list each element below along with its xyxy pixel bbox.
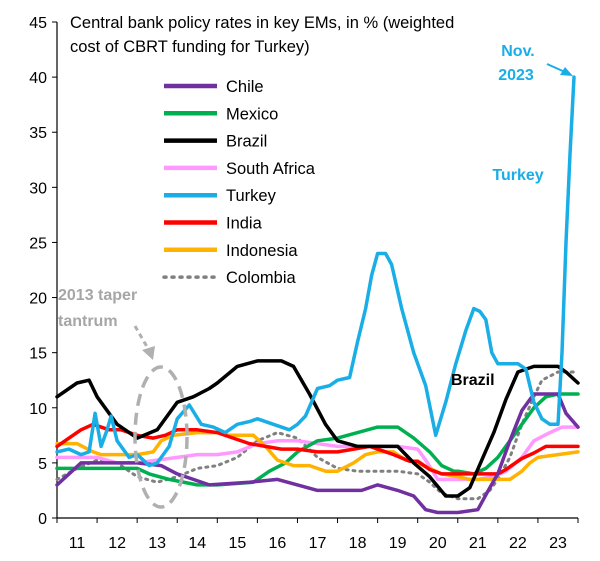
y-tick-label: 10 — [29, 401, 47, 418]
series-line-brazil — [55, 359, 580, 498]
chart-title-line-2: cost of CBRT funding for Turkey) — [70, 38, 310, 56]
taper-tantrum-ellipse — [133, 365, 189, 509]
legend-label-india: India — [226, 215, 263, 233]
taper-tantrum-arrowhead — [142, 346, 155, 360]
x-tick-label: 19 — [389, 535, 407, 552]
annotation-taper-line-2: tantrum — [58, 313, 118, 330]
x-tick-label: 22 — [509, 535, 527, 552]
y-tick-label: 30 — [29, 180, 47, 197]
x-axis-ticks: 11 12 13 14 15 16 17 18 19 20 21 22 23 — [56, 518, 579, 552]
annotation-brazil: Brazil — [451, 372, 495, 389]
x-tick-label: 13 — [148, 535, 166, 552]
legend-label-indonesia: Indonesia — [226, 242, 298, 260]
legend-label-brazil: Brazil — [226, 133, 267, 151]
x-tick-label: 21 — [469, 535, 487, 552]
legend-label-colombia: Colombia — [226, 269, 297, 287]
annotation-nov: Nov. — [501, 43, 534, 60]
annotation-turkey: Turkey — [492, 167, 543, 184]
nov-2023-arrowhead — [560, 67, 573, 76]
x-tick-label: 17 — [309, 535, 327, 552]
x-tick-label: 18 — [349, 535, 367, 552]
x-tick-label: 15 — [228, 535, 246, 552]
y-tick-label: 45 — [29, 15, 47, 32]
y-tick-label: 40 — [29, 70, 47, 87]
annotation-taper-line-1: 2013 taper — [58, 287, 137, 304]
series-line-indonesia — [55, 430, 580, 482]
chart-title-line-1: Central bank policy rates in key EMs, in… — [70, 14, 454, 32]
legend-label-chile: Chile — [226, 78, 264, 96]
y-tick-label: 5 — [38, 456, 47, 473]
annotations: Nov. 2023 Turkey Brazil 2013 taper tantrum — [58, 43, 544, 389]
legend: Chile Mexico Brazil South Africa Turkey India… — [162, 78, 316, 287]
x-tick-label: 12 — [108, 535, 126, 552]
y-tick-label: 0 — [38, 511, 47, 528]
x-tick-label: 11 — [69, 535, 86, 552]
nov-2023-arrow — [546, 63, 566, 73]
taper-tantrum-arrow — [133, 325, 152, 353]
annotation-2023: 2023 — [498, 67, 534, 84]
series-line-chile — [55, 392, 580, 515]
x-tick-label: 23 — [549, 535, 567, 552]
x-tick-label: 14 — [188, 535, 206, 552]
y-tick-label: 35 — [29, 125, 47, 142]
axes — [56, 22, 578, 519]
y-tick-label: 15 — [29, 346, 47, 363]
y-tick-label: 20 — [29, 291, 47, 308]
y-tick-label: 25 — [29, 235, 47, 252]
legend-label-mexico: Mexico — [226, 105, 278, 123]
x-tick-label: 20 — [429, 535, 447, 552]
x-tick-label: 16 — [269, 535, 287, 552]
legend-label-south-africa: South Africa — [226, 160, 316, 178]
legend-label-turkey: Turkey — [226, 187, 277, 205]
y-axis-ticks: 0 5 10 15 20 25 30 35 40 45 — [29, 15, 57, 528]
